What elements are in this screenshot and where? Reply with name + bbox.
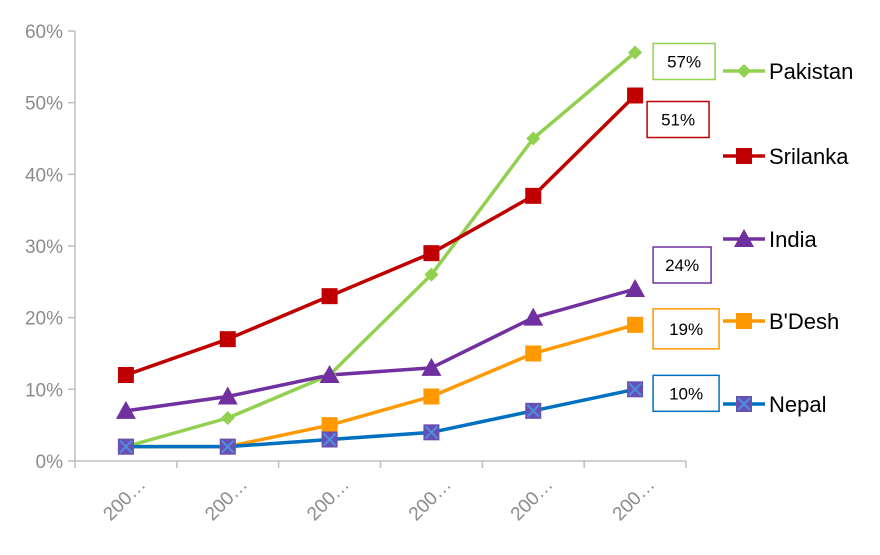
data-label-3: 19% (669, 320, 703, 339)
x-tick-label: 200… (405, 474, 456, 525)
data-point-1-2 (321, 288, 338, 305)
data-point-3-5 (627, 316, 644, 333)
data-point-2-2 (319, 365, 340, 383)
data-point-3-4 (525, 345, 542, 362)
data-point-3-2 (321, 417, 338, 434)
series-line-4 (125, 387, 636, 449)
data-label-box-0 (652, 42, 716, 81)
data-point-0-4 (526, 131, 541, 146)
legend-marker-4-cross (737, 397, 751, 411)
data-point-0-5 (628, 45, 643, 60)
y-tick-label: 40% (25, 165, 63, 186)
data-point-1-0 (117, 367, 134, 383)
data-point-3-3 (423, 388, 440, 405)
data-point-1-4 (525, 187, 542, 204)
data-point-4-1-cross (221, 439, 235, 454)
data-label-0: 57% (667, 53, 701, 72)
x-tick-label: 200… (99, 474, 150, 525)
data-point-4-4-cross (526, 404, 540, 418)
data-point-1-3 (423, 245, 440, 262)
data-point-4-3-cross (424, 425, 439, 440)
data-point-2-5 (625, 279, 646, 297)
data-label-box-4 (652, 374, 720, 413)
series-line-2 (125, 287, 636, 413)
legend-label-1: Srilanka (769, 144, 849, 169)
data-label-2: 24% (665, 256, 699, 275)
data-point-2-4 (523, 307, 544, 326)
legend-label-3: B'Desh (769, 309, 839, 334)
data-point-2-0 (115, 400, 136, 419)
data-label-box-1 (646, 100, 710, 139)
y-tick-label: 30% (25, 237, 63, 258)
series-line-1 (125, 94, 637, 377)
y-tick-label: 10% (25, 380, 63, 401)
y-tick-label: 0% (36, 452, 64, 473)
y-tick-label: 50% (25, 94, 63, 115)
x-tick-label: 200… (303, 474, 354, 525)
x-tick-label: 200… (609, 474, 660, 525)
series-line-0 (125, 51, 637, 449)
legend-marker-3 (736, 313, 752, 329)
x-tick-label: 200… (507, 474, 558, 525)
legend-marker-1 (736, 148, 752, 164)
data-point-2-1 (217, 386, 238, 405)
data-point-0-1 (220, 411, 235, 425)
data-label-box-2 (652, 246, 712, 284)
y-tick-label: 60% (25, 22, 63, 43)
data-point-4-2-cross (322, 432, 337, 447)
legend-marker-2 (734, 229, 754, 247)
data-point-4-5-cross (628, 382, 642, 397)
legend-label-2: India (769, 227, 817, 252)
data-label-1: 51% (661, 111, 695, 130)
data-label-box-3 (652, 308, 720, 350)
data-point-4-0-cross (119, 439, 133, 454)
legend-label-4: Nepal (769, 392, 826, 417)
series-line-3 (125, 323, 636, 449)
data-point-0-3 (424, 267, 439, 282)
data-label-4: 10% (669, 384, 703, 403)
y-tick-label: 20% (25, 309, 63, 330)
legend-label-0: Pakistan (769, 59, 853, 84)
data-point-1-1 (219, 331, 236, 348)
x-tick-label: 200… (201, 474, 252, 525)
data-point-1-5 (627, 87, 644, 104)
legend-marker-0 (737, 64, 751, 78)
data-point-2-3 (421, 357, 442, 376)
